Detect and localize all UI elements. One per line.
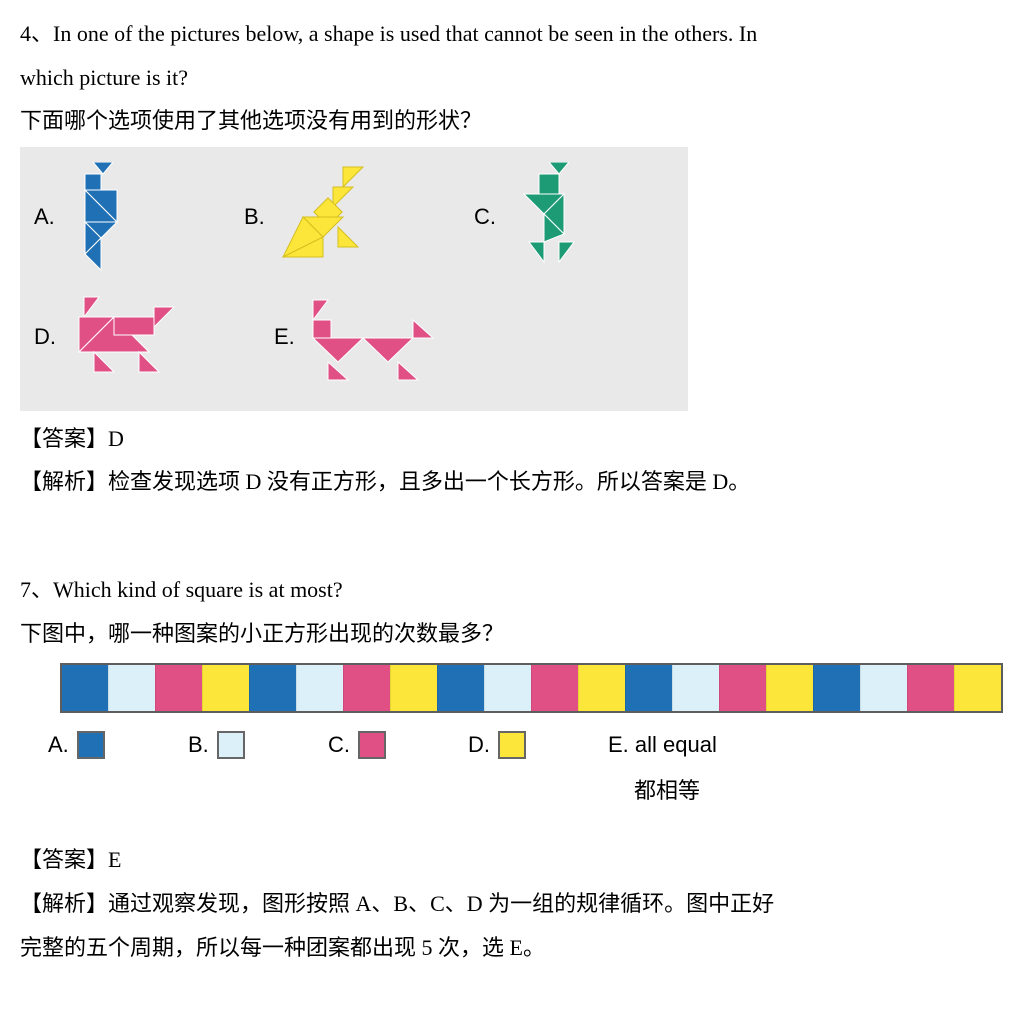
q7-number: 7、 <box>20 577 53 602</box>
q7-square <box>296 665 343 711</box>
q7-opt-A-label: A. <box>48 725 69 765</box>
q7-square <box>202 665 249 711</box>
q7-square <box>390 665 437 711</box>
q7-option-E: E. all equal 都相等 <box>608 725 717 810</box>
q4-en2: which picture is it? <box>20 58 1005 98</box>
q7-answer-val: E <box>108 847 121 872</box>
q7-square <box>484 665 531 711</box>
q7-explain-l2: 完整的五个周期，所以每一种团案都出现 5 次，选 E。 <box>20 928 1005 968</box>
q4-option-E: E. <box>274 292 453 382</box>
q7-answer-label: 【答案】 <box>20 847 108 872</box>
q4-cn: 下面哪个选项使用了其他选项没有用到的形状？ <box>20 101 1005 141</box>
q4-options-row1: A. B. <box>34 157 674 277</box>
q4-en1: In one of the pictures below, a shape is… <box>53 21 757 46</box>
q7-options: A. B. C. D. E. all equal 都相等 <box>48 725 1005 810</box>
q7-square <box>531 665 578 711</box>
q7-answer: 【答案】E <box>20 840 1005 880</box>
tangram-D-icon <box>64 287 204 387</box>
q4-line1: 4、In one of the pictures below, a shape … <box>20 14 1005 54</box>
q4-answer-val: D <box>108 426 124 451</box>
q7-square-row <box>60 663 1003 713</box>
tangram-A-icon <box>63 162 143 272</box>
q7-square <box>625 665 672 711</box>
q7-swatch-C <box>358 731 386 759</box>
q4-number: 4、 <box>20 21 53 46</box>
q4-explain-label: 【解析】 <box>20 469 108 494</box>
q7-en: Which kind of square is at most? <box>53 577 343 602</box>
q7-swatch-A <box>77 731 105 759</box>
q7-square <box>672 665 719 711</box>
q7-square <box>860 665 907 711</box>
q7-square <box>719 665 766 711</box>
q7-square <box>155 665 202 711</box>
q4-opt-C-label: C. <box>474 197 496 237</box>
q4-opt-E-label: E. <box>274 317 295 357</box>
q7-line1: 7、Which kind of square is at most? <box>20 570 1005 610</box>
q7-square <box>437 665 484 711</box>
q4-answer: 【答案】D <box>20 419 1005 459</box>
q7-option-B: B. <box>188 725 308 765</box>
tangram-E-icon <box>303 292 453 382</box>
q4-opt-D-label: D. <box>34 317 56 357</box>
q4-option-C: C. <box>474 162 584 272</box>
q7-square <box>766 665 813 711</box>
q4-opt-B-label: B. <box>244 197 265 237</box>
q7-opt-D-label: D. <box>468 725 490 765</box>
q7-option-D: D. <box>468 725 588 765</box>
q7-square <box>249 665 296 711</box>
q7-explain-label: 【解析】 <box>20 891 108 916</box>
q7-square <box>343 665 390 711</box>
q4-option-A: A. <box>34 162 244 272</box>
q4-option-D: D. <box>34 287 274 387</box>
q7-opt-C-label: C. <box>328 725 350 765</box>
q7-swatch-B <box>217 731 245 759</box>
q7-opt-E-label: E. <box>608 732 629 757</box>
q4-explain-text: 检查发现选项 D 没有正方形，且多出一个长方形。所以答案是 D。 <box>108 469 750 494</box>
tangram-B-icon <box>273 162 383 272</box>
q7-square <box>108 665 155 711</box>
tangram-C-icon <box>504 162 584 272</box>
q7-option-A: A. <box>48 725 168 765</box>
q4-options-panel: A. B. <box>20 147 688 411</box>
q4-options-row2: D. E. <box>34 277 674 397</box>
q7-opt-B-label: B. <box>188 725 209 765</box>
q7-square <box>62 665 108 711</box>
q7-explain1: 通过观察发现，图形按照 A、B、C、D 为一组的规律循环。图中正好 <box>108 891 774 916</box>
q7-option-C: C. <box>328 725 448 765</box>
q4-opt-A-label: A. <box>34 197 55 237</box>
q7-opt-E-cn: 都相等 <box>634 771 700 811</box>
q7-explain-l1: 【解析】通过观察发现，图形按照 A、B、C、D 为一组的规律循环。图中正好 <box>20 884 1005 924</box>
q4-option-B: B. <box>244 162 474 272</box>
q7-cn: 下图中，哪一种图案的小正方形出现的次数最多？ <box>20 614 1005 654</box>
q4-answer-label: 【答案】 <box>20 426 108 451</box>
q7-square <box>954 665 1001 711</box>
q7-swatch-D <box>498 731 526 759</box>
q7-square <box>578 665 625 711</box>
q7-square <box>813 665 860 711</box>
q7-opt-E-text: all equal <box>635 732 717 757</box>
q4-explain: 【解析】检查发现选项 D 没有正方形，且多出一个长方形。所以答案是 D。 <box>20 462 1005 502</box>
q7-square <box>907 665 954 711</box>
